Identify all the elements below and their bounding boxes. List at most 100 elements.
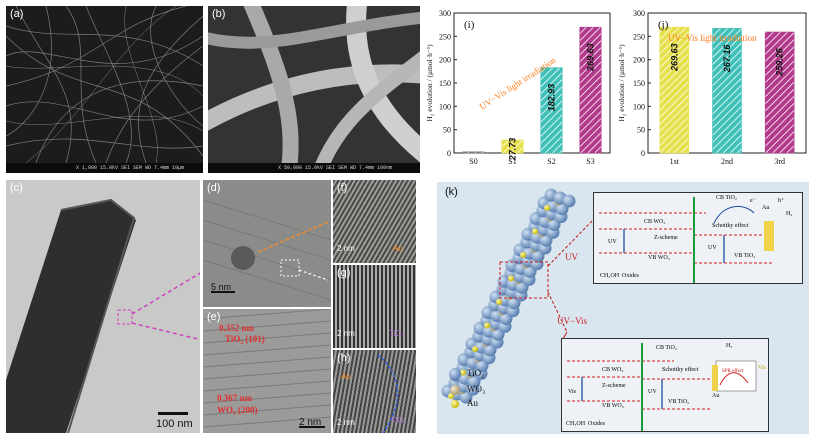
data-label: 259.26 (775, 47, 785, 77)
vb-tio2-label: VB TiO₂ (734, 253, 756, 259)
hrtem-texture-d (203, 180, 331, 307)
y-tick-label: 200 (633, 56, 645, 65)
nanofiber-schematic (441, 188, 594, 408)
y-axis-label: H₂ evolution / (μmol·h⁻¹) (425, 44, 434, 122)
scale-bar-label: 2 nm (337, 418, 355, 427)
cb-wo3-label: CB WO₃ (644, 219, 666, 225)
bar (501, 139, 524, 154)
phase-tag-au: Au (393, 244, 403, 253)
y-tick-label: 200 (439, 56, 451, 65)
sem-image-b: (b) X 50,000 15.0kV SEI SEM WD 7.4mm 100… (208, 6, 420, 173)
x-tick-label: 2nd (721, 157, 733, 166)
cb-wo3-label: CB WO₃ (602, 367, 624, 373)
uv-arrow-label: UV (608, 239, 617, 245)
mechanism-schematic-k: (k) UV UV−Vis TiO₂ WO₃ Au CB TiO₂ CB WO₃… (437, 182, 809, 434)
lattice-spacing-wo3: 0.367 nm (217, 393, 253, 403)
panel-label: (i) (464, 19, 475, 31)
hrtem-image-g: (g) 2 nm TiO₂ (333, 265, 416, 348)
x-tick-label: S1 (508, 157, 516, 166)
oxides-label: Oxides (622, 273, 639, 279)
lattice-fringes-tio2 (333, 265, 416, 348)
uv-arrow-label-2: UV (708, 245, 717, 251)
bar-chart-j: 0 50 100 150 200 250 300 1st 269.63 2nd 267.16 3rd 2… (616, 5, 811, 173)
sem-image-a: (a) X 1,000 15.0kV SEI SEM WD 7.4mm 10μm (6, 6, 203, 173)
au-sphere (496, 298, 502, 305)
phase-tag-tio2: TiO₂ (389, 329, 405, 338)
z-scheme-label: Z-scheme (602, 383, 626, 389)
data-label: 267.16 (722, 44, 732, 74)
au-sphere (460, 369, 466, 376)
scale-bar-label: 5 nm (211, 282, 232, 292)
h2-label: H₂ (786, 211, 793, 217)
hrtem-image-h: (h) Au TiO₂ 2 nm (333, 350, 416, 433)
lattice-fringes-interface (333, 350, 416, 433)
schottky-label: Schottky effect (712, 223, 749, 229)
bar (540, 67, 563, 154)
legend-tio2: TiO₂ (467, 368, 485, 378)
scale-bar-label: 100 nm (156, 418, 193, 430)
au-sphere (472, 345, 478, 352)
au-label: Au (762, 205, 770, 211)
panel-label-a: (a) (10, 8, 24, 20)
y-tick-label: 250 (439, 32, 451, 41)
x-tick-label: S2 (547, 157, 555, 166)
panel-label-c: (c) (10, 182, 23, 194)
sem-info-bar: X 50,000 15.0kV SEI SEM WD 7.4mm 100nm (208, 163, 420, 173)
data-label: 269.63 (586, 43, 596, 72)
sem-info-bar: X 1,000 15.0kV SEI SEM WD 7.4mm 10μm (6, 163, 203, 173)
tio2-sphere (562, 194, 576, 208)
lattice-fringes-au (333, 180, 416, 263)
au-sphere (544, 204, 550, 211)
cb-tio2-label: CB TiO₂ (656, 345, 677, 351)
sem-fiber-closeup (208, 6, 420, 173)
vb-tio2-label: VB TiO₂ (668, 399, 690, 405)
y-tick-label: 50 (637, 126, 645, 135)
band-diagram-uvvis-svg (567, 343, 757, 431)
h2-label: H₂ (726, 343, 733, 349)
panel-label-g: (g) (337, 267, 351, 279)
y-tick-label: 150 (633, 79, 645, 88)
schottky-label: Schottky effect (662, 367, 699, 373)
au-label: Au (712, 393, 720, 399)
tem-nanorod (6, 198, 200, 433)
spr-effect-label: SPR effect (722, 369, 744, 374)
x-tick-label: S0 (469, 157, 477, 166)
tem-image-c: (c) 100 nm (6, 180, 200, 433)
cb-tio2-label: CB TiO₂ (716, 195, 737, 201)
z-scheme-label: Z-scheme (654, 235, 678, 241)
au-sphere (520, 251, 526, 258)
panel-label-e: (e) (207, 311, 221, 323)
au-sphere (508, 275, 514, 282)
data-label: 27.73 (508, 138, 518, 162)
y-tick-label: 300 (633, 9, 645, 18)
au-sphere (532, 228, 538, 235)
interface-curve (377, 354, 399, 433)
vb-wo3-label: VB WO₃ (602, 403, 624, 409)
y-tick-label: 0 (641, 149, 645, 158)
oxides-label: Oxides (588, 421, 605, 427)
bar (712, 28, 742, 154)
irradiation-annotation: UV−Vis light irradiation (668, 33, 757, 43)
y-tick-label: 50 (443, 126, 451, 135)
chart-svg-j: 0 50 100 150 200 250 300 1st 269.63 2nd 267.16 3rd 2… (617, 9, 807, 166)
bar (659, 26, 690, 154)
h-plus-label: h⁺ (778, 198, 785, 204)
bar-chart-i: 0 50 100 150 200 250 300 S0 S1 27.73 S2 182.93 S3 269… (424, 5, 614, 173)
sem-nanofibers-texture (6, 6, 203, 164)
x-tick-label: 1st (670, 157, 680, 166)
x-tick-label: S3 (586, 157, 594, 166)
panel-label: (j) (658, 19, 669, 31)
panel-label-k: (k) (445, 186, 458, 198)
ch3oh-label: CH₃OH (600, 273, 620, 279)
scale-bar-label: 2 nm (299, 417, 322, 428)
lattice-plane-wo3: WO₃ (200) (217, 405, 258, 415)
y-tick-label: 0 (447, 149, 451, 158)
vis-label: Vis (568, 389, 576, 395)
band-diagram-uv-svg (599, 197, 774, 283)
phase-tag-au: Au (341, 372, 351, 381)
legend-wo3: WO₃ (467, 384, 486, 394)
scale-bar-label: 2 nm (337, 329, 355, 338)
y-tick-label: 100 (439, 102, 451, 111)
vis-label-2: Vis (758, 365, 766, 371)
bar (462, 151, 485, 154)
